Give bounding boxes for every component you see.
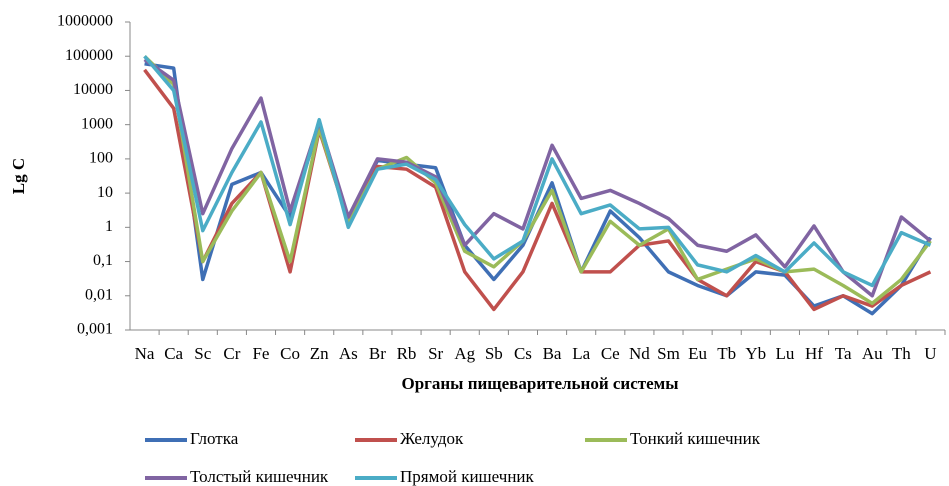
x-tick-label: Th	[892, 344, 911, 363]
x-tick-label: Br	[369, 344, 386, 363]
y-tick-label: 10000	[73, 81, 113, 98]
x-tick-label: As	[339, 344, 358, 363]
x-tick-label: Ag	[454, 344, 475, 363]
y-tick-label: 1000000	[57, 13, 113, 30]
x-tick-label: Cs	[514, 344, 532, 363]
y-tick-label: 0,1	[93, 252, 113, 269]
legend-label: Тонкий кишечник	[630, 429, 761, 448]
x-tick-label: Ba	[543, 344, 562, 363]
y-tick-label: 0,01	[85, 286, 113, 303]
x-tick-label: Eu	[688, 344, 707, 363]
y-tick-label: 0,001	[77, 321, 113, 338]
x-tick-label: La	[572, 344, 590, 363]
series-line	[143, 54, 932, 306]
x-tick-label: Co	[280, 344, 300, 363]
x-tick-label: Ce	[601, 344, 620, 363]
series-line	[143, 55, 932, 288]
x-tick-label: Au	[862, 344, 883, 363]
x-tick-label: Cr	[223, 344, 240, 363]
x-tick-label: Tb	[717, 344, 736, 363]
y-tick-label: 100000	[65, 47, 113, 64]
legend-label: Глотка	[190, 429, 239, 448]
x-tick-label: U	[924, 344, 936, 363]
x-tick-label: Zn	[310, 344, 329, 363]
series-line	[143, 58, 932, 298]
x-tick-label: Ta	[835, 344, 852, 363]
x-tick-label: Sm	[657, 344, 680, 363]
x-tick-label: Lu	[775, 344, 794, 363]
y-axis-title: Lg C	[9, 158, 28, 194]
x-tick-label: Nd	[629, 344, 650, 363]
y-tick-label: 100	[89, 150, 113, 167]
x-tick-label: Rb	[397, 344, 417, 363]
x-tick-label: Sr	[428, 344, 443, 363]
x-tick-label: Hf	[805, 344, 823, 363]
x-tick-label: Fe	[252, 344, 269, 363]
legend-label: Прямой кишечник	[400, 467, 535, 486]
legend-label: Желудок	[400, 429, 464, 448]
x-tick-label: Yb	[745, 344, 766, 363]
x-tick-label: Sb	[485, 344, 503, 363]
x-axis-title: Органы пищеварительной системы	[401, 374, 678, 393]
y-tick-label: 1000	[81, 115, 113, 132]
y-tick-label: 10	[97, 184, 113, 201]
legend-label: Толстый кишечник	[190, 467, 329, 486]
x-tick-label: Na	[135, 344, 155, 363]
x-tick-label: Ca	[164, 344, 183, 363]
y-tick-label: 1	[105, 218, 113, 235]
x-tick-label: Sc	[194, 344, 211, 363]
